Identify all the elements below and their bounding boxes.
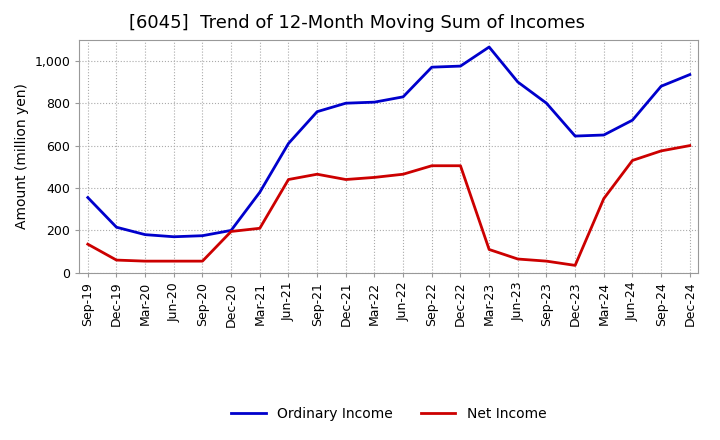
Y-axis label: Amount (million yen): Amount (million yen) (14, 83, 29, 229)
Net Income (169, 258, 178, 264)
Text: [6045]  Trend of 12-Month Moving Sum of Incomes: [6045] Trend of 12-Month Moving Sum of I… (129, 15, 585, 33)
Net Income (685, 143, 694, 148)
Ordinary Income (227, 228, 235, 233)
Ordinary Income (284, 141, 293, 146)
Net Income (428, 163, 436, 169)
Ordinary Income (312, 109, 321, 114)
Line: Ordinary Income: Ordinary Income (88, 47, 690, 237)
Net Income (227, 229, 235, 234)
Ordinary Income (141, 232, 150, 237)
Ordinary Income (513, 79, 522, 84)
Net Income (399, 172, 408, 177)
Net Income (84, 242, 92, 247)
Net Income (542, 258, 551, 264)
Ordinary Income (169, 234, 178, 239)
Ordinary Income (198, 233, 207, 238)
Net Income (657, 148, 665, 154)
Ordinary Income (600, 132, 608, 138)
Ordinary Income (657, 84, 665, 89)
Net Income (284, 177, 293, 182)
Legend: Ordinary Income, Net Income: Ordinary Income, Net Income (226, 401, 552, 426)
Net Income (513, 257, 522, 262)
Net Income (628, 158, 636, 163)
Ordinary Income (428, 65, 436, 70)
Net Income (600, 196, 608, 201)
Net Income (370, 175, 379, 180)
Ordinary Income (84, 195, 92, 200)
Ordinary Income (456, 63, 465, 69)
Net Income (141, 258, 150, 264)
Ordinary Income (112, 224, 121, 230)
Ordinary Income (399, 94, 408, 99)
Net Income (198, 258, 207, 264)
Ordinary Income (628, 117, 636, 123)
Ordinary Income (542, 101, 551, 106)
Net Income (341, 177, 350, 182)
Net Income (571, 263, 580, 268)
Net Income (312, 172, 321, 177)
Line: Net Income: Net Income (88, 146, 690, 265)
Net Income (456, 163, 465, 169)
Ordinary Income (256, 190, 264, 195)
Net Income (256, 226, 264, 231)
Ordinary Income (571, 133, 580, 139)
Net Income (112, 257, 121, 263)
Ordinary Income (685, 72, 694, 77)
Ordinary Income (485, 44, 493, 50)
Ordinary Income (370, 99, 379, 105)
Net Income (485, 247, 493, 252)
Ordinary Income (341, 101, 350, 106)
